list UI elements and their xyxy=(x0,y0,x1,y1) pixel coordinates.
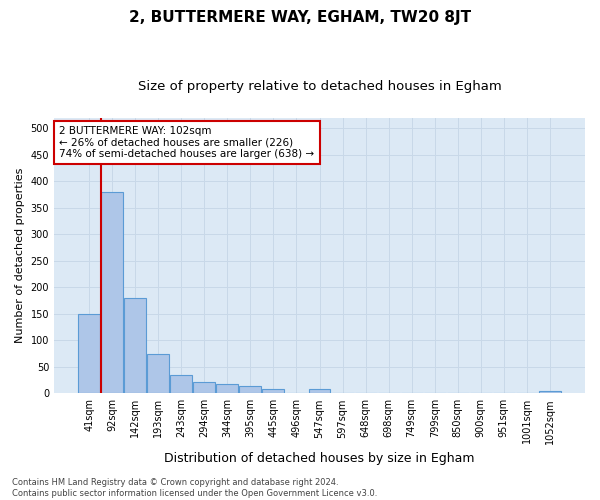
Text: 2 BUTTERMERE WAY: 102sqm
← 26% of detached houses are smaller (226)
74% of semi-: 2 BUTTERMERE WAY: 102sqm ← 26% of detach… xyxy=(59,126,314,159)
Text: 2, BUTTERMERE WAY, EGHAM, TW20 8JT: 2, BUTTERMERE WAY, EGHAM, TW20 8JT xyxy=(129,10,471,25)
Bar xyxy=(239,386,262,394)
Bar xyxy=(217,384,238,394)
X-axis label: Distribution of detached houses by size in Egham: Distribution of detached houses by size … xyxy=(164,452,475,465)
Title: Size of property relative to detached houses in Egham: Size of property relative to detached ho… xyxy=(137,80,502,93)
Text: Contains HM Land Registry data © Crown copyright and database right 2024.
Contai: Contains HM Land Registry data © Crown c… xyxy=(12,478,377,498)
Bar xyxy=(262,389,284,394)
Bar xyxy=(193,382,215,394)
Bar xyxy=(101,192,123,394)
Bar xyxy=(539,390,561,394)
Bar xyxy=(78,314,100,394)
Bar xyxy=(170,375,192,394)
Y-axis label: Number of detached properties: Number of detached properties xyxy=(15,168,25,343)
Bar xyxy=(124,298,146,394)
Bar xyxy=(308,389,331,394)
Bar xyxy=(147,354,169,394)
